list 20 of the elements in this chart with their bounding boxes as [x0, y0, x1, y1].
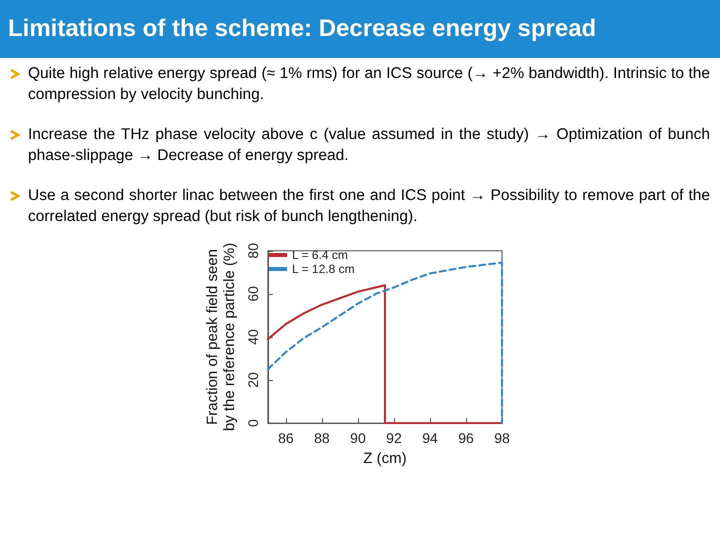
x-tick-label: 94: [422, 430, 438, 446]
text: Increase the THz phase velocity above c (value assumed in the study) → Optimization of bunch phase-slippage → Decrease of energy spread.: [28, 126, 710, 164]
legend-label: L = 6.4 cm: [292, 248, 348, 262]
x-axis-title: Z (cm): [363, 450, 407, 467]
y-tick-label: 0: [244, 419, 261, 427]
y-axis-title: Fraction of peak field seen by the reference particle (%): [204, 242, 238, 432]
x-tick-label: 92: [386, 430, 402, 446]
x-tick-label: 88: [314, 430, 330, 446]
x-tick-label: 86: [278, 430, 294, 446]
y-tick-label: 40: [244, 328, 261, 345]
x-tick-label: 98: [494, 430, 510, 446]
text: Quite high relative energy spread (≈ 1% rms) for an ICS source (→ +2% bandwidth). Intrinsic to the compression by velocity bunching.: [28, 65, 710, 102]
legend-label: L = 12.8 cm: [292, 262, 355, 276]
x-tick-label: 90: [350, 430, 366, 446]
x-tick-label: 96: [458, 430, 474, 446]
text: Use a second shorter linac between the first one and ICS point → Possibility to remove part of the correlated energy spread (but risk of bunch lengthening).: [28, 187, 710, 224]
y-tick-label: 80: [244, 242, 261, 259]
chart-title: Limitations of the scheme: Decrease energy spread: [0, 0, 720, 58]
y-tick-label: 60: [244, 286, 261, 302]
y-tick-label: 20: [244, 372, 261, 388]
